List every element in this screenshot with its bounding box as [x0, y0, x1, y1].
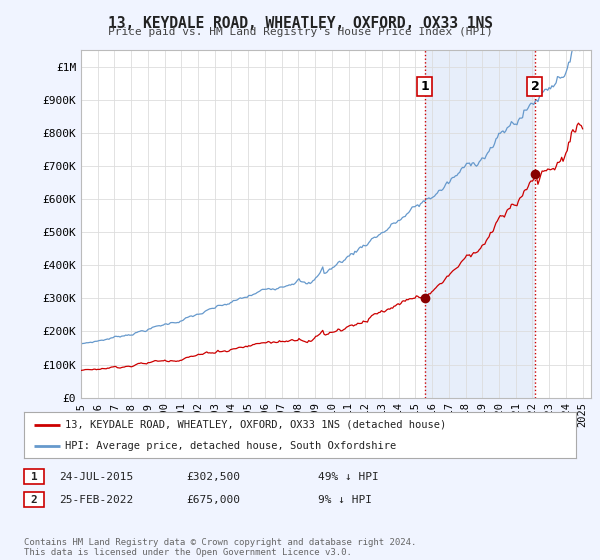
Text: £302,500: £302,500 [186, 472, 240, 482]
Text: 49% ↓ HPI: 49% ↓ HPI [318, 472, 379, 482]
Text: 1: 1 [421, 80, 429, 94]
Text: HPI: Average price, detached house, South Oxfordshire: HPI: Average price, detached house, Sout… [65, 441, 397, 451]
Text: 25-FEB-2022: 25-FEB-2022 [59, 494, 133, 505]
Text: 2: 2 [530, 80, 539, 94]
Bar [425, 50, 535, 398]
Text: 2: 2 [31, 494, 37, 505]
Text: Price paid vs. HM Land Registry's House Price Index (HPI): Price paid vs. HM Land Registry's House … [107, 27, 493, 37]
Text: £675,000: £675,000 [186, 494, 240, 505]
Text: 13, KEYDALE ROAD, WHEATLEY, OXFORD, OX33 1NS (detached house): 13, KEYDALE ROAD, WHEATLEY, OXFORD, OX33… [65, 419, 446, 430]
Text: 13, KEYDALE ROAD, WHEATLEY, OXFORD, OX33 1NS: 13, KEYDALE ROAD, WHEATLEY, OXFORD, OX33… [107, 16, 493, 31]
Text: 24-JUL-2015: 24-JUL-2015 [59, 472, 133, 482]
Text: 9% ↓ HPI: 9% ↓ HPI [318, 494, 372, 505]
Text: Contains HM Land Registry data © Crown copyright and database right 2024.
This d: Contains HM Land Registry data © Crown c… [24, 538, 416, 557]
Text: 1: 1 [31, 472, 37, 482]
